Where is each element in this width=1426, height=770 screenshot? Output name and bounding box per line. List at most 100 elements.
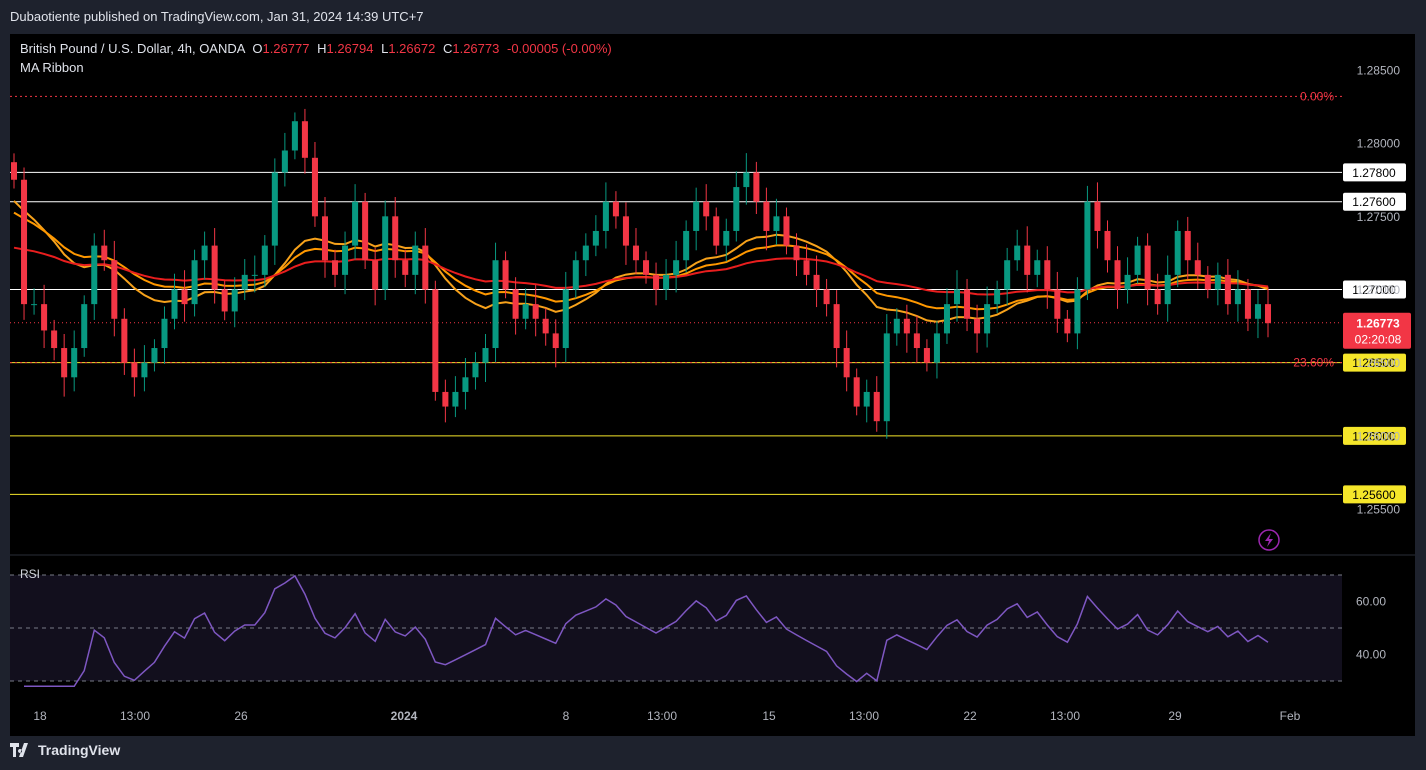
price-tick: 1.26000 [1357, 429, 1401, 443]
last-price-label: 1.26773 [1356, 317, 1400, 331]
candle [422, 245, 429, 290]
rsi-line [24, 574, 1269, 688]
candle [984, 304, 991, 334]
candle [1034, 260, 1041, 275]
time-tick: 15 [762, 709, 776, 723]
level-tag [1343, 163, 1406, 182]
candle [392, 216, 399, 261]
price-tick: 1.28000 [1357, 137, 1401, 151]
candle [171, 289, 178, 319]
candle [1134, 245, 1141, 275]
lightning-glyph [1265, 533, 1273, 547]
candle [813, 274, 820, 290]
c-value: 1.26773 [452, 41, 500, 56]
candle [201, 245, 208, 261]
candle [41, 304, 48, 331]
candle [1094, 201, 1101, 231]
candle [793, 245, 800, 261]
candle [121, 318, 128, 363]
candle [372, 260, 379, 290]
candle [442, 391, 449, 407]
candle [71, 348, 78, 378]
fib-label: 0.00% [1300, 89, 1334, 103]
brand-text: TradingView [38, 742, 121, 758]
candle [1104, 230, 1111, 261]
candle [743, 172, 750, 188]
tradingview-logo[interactable]: TradingView [10, 742, 120, 758]
candle [281, 150, 288, 173]
horizontal-levels: 0.00% 23.60% [10, 89, 1415, 556]
candle [522, 304, 529, 319]
candle [432, 289, 439, 392]
candle [231, 289, 238, 312]
candle [562, 289, 569, 349]
price-tick: 1.27000 [1357, 283, 1401, 297]
candle [1214, 274, 1221, 290]
candle [51, 330, 58, 349]
candle [462, 377, 469, 392]
candle [683, 230, 690, 261]
time-tick: 29 [1168, 709, 1182, 723]
candle [602, 201, 609, 231]
candle [271, 172, 278, 246]
candle [643, 260, 650, 275]
candle [81, 304, 88, 349]
candle [673, 260, 680, 275]
candle [923, 348, 930, 363]
candle [1184, 230, 1191, 261]
candle [733, 187, 740, 231]
time-tick: 2024 [391, 709, 418, 723]
candle [713, 216, 720, 246]
candle [151, 348, 158, 363]
candle [592, 230, 599, 246]
candle [833, 304, 840, 349]
candle [332, 260, 339, 275]
candle [502, 260, 509, 290]
candle [1154, 289, 1161, 305]
footer [0, 736, 1426, 770]
candle [933, 333, 940, 363]
candle [753, 172, 760, 202]
price-tick: 1.25500 [1357, 503, 1401, 517]
candle [161, 318, 168, 349]
tradingview-icon [10, 743, 28, 757]
level-tag [1343, 485, 1406, 504]
candle [492, 260, 499, 349]
candle [382, 216, 389, 290]
candle [1174, 230, 1181, 275]
publish-info: Dubaotiente published on TradingView.com… [10, 9, 424, 24]
candle [261, 245, 268, 275]
level-tag-label: 1.27000 [1352, 283, 1396, 297]
time-axis: 18 13:00 26 2024 8 13:00 15 13:00 22 13:00 29 Feb [33, 709, 1300, 723]
candle [653, 274, 660, 290]
candle [1204, 274, 1211, 290]
time-tick: 13:00 [120, 709, 150, 723]
candle [91, 245, 98, 305]
candle [994, 289, 1001, 305]
level-tag [1343, 353, 1406, 372]
time-tick: 18 [33, 709, 47, 723]
candle [1244, 289, 1251, 319]
candle [1254, 304, 1261, 319]
h-label: H [317, 41, 327, 56]
indicator-name[interactable]: MA Ribbon [20, 60, 84, 75]
candle [663, 274, 670, 290]
candle [10, 162, 18, 180]
candle [1064, 318, 1071, 334]
candle [974, 318, 981, 334]
candle [1084, 201, 1091, 290]
candle [191, 260, 198, 305]
time-tick: 13:00 [1050, 709, 1080, 723]
level-tag-label: 1.26000 [1352, 429, 1396, 443]
candle [572, 260, 579, 290]
candle [402, 260, 409, 275]
level-tag [1343, 192, 1406, 211]
candle [342, 245, 349, 275]
candle [582, 245, 589, 261]
level-tag [1343, 280, 1406, 299]
candle [1194, 260, 1201, 275]
candle [622, 216, 629, 246]
candle [873, 391, 880, 422]
candle [703, 201, 710, 217]
